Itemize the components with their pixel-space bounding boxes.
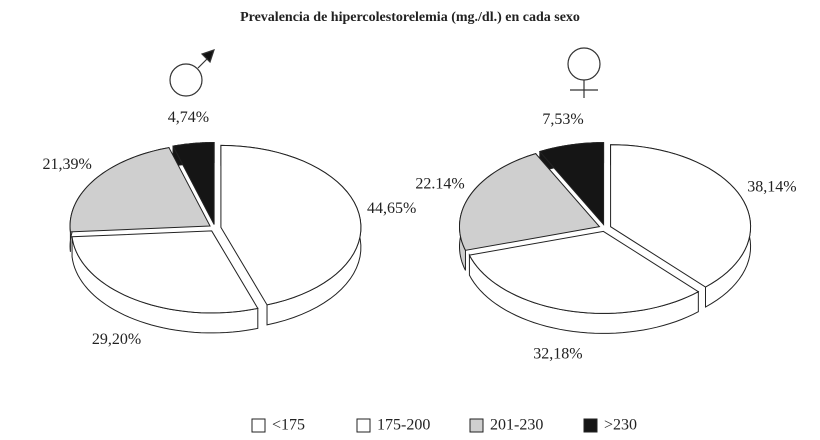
slice	[172, 142, 215, 225]
legend-swatch	[469, 418, 484, 433]
value-label: 38,14%	[747, 178, 796, 195]
value-label: 4,74%	[168, 109, 209, 126]
slice	[220, 144, 362, 306]
legend-label: 201-230	[490, 417, 543, 434]
slice	[71, 230, 259, 314]
legend-label: <175	[272, 417, 305, 434]
slice	[69, 147, 211, 233]
female-symbol	[567, 47, 601, 98]
legend-label: 175-200	[377, 417, 430, 434]
legend-swatch	[583, 418, 598, 433]
legend-swatch	[251, 418, 266, 433]
value-label: 44,65%	[367, 200, 416, 217]
slice	[468, 230, 700, 314]
slice	[538, 142, 605, 226]
slice	[458, 153, 601, 251]
slice	[610, 144, 752, 288]
value-label: 7,53%	[542, 111, 583, 128]
value-label: 21,39%	[43, 156, 92, 173]
chart-title: Prevalencia de hipercolestorelemia (mg./…	[240, 10, 580, 25]
value-label: 32,18%	[533, 345, 582, 362]
male-symbol	[169, 49, 215, 97]
value-label: 22.14%	[415, 175, 464, 192]
value-label: 29,20%	[92, 331, 141, 348]
legend-label: >230	[604, 417, 637, 434]
legend-swatch	[356, 418, 371, 433]
